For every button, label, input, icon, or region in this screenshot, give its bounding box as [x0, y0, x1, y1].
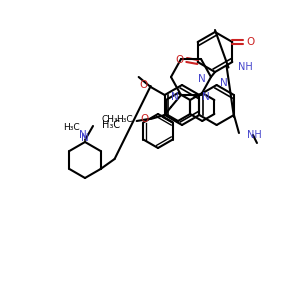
Text: NH: NH [247, 130, 262, 140]
Text: CH₃: CH₃ [101, 116, 118, 124]
Text: N: N [202, 92, 210, 102]
Text: N: N [81, 133, 89, 143]
Text: N: N [171, 92, 179, 102]
Text: NH: NH [238, 61, 253, 71]
Text: O: O [246, 37, 255, 47]
Text: H₃C: H₃C [116, 116, 133, 124]
Text: H₃C: H₃C [63, 122, 80, 131]
Text: N: N [79, 130, 87, 140]
Text: O: O [140, 114, 149, 124]
Text: N: N [198, 74, 206, 84]
Text: O: O [176, 55, 184, 65]
Text: N: N [220, 78, 227, 88]
Text: O: O [140, 80, 148, 90]
Text: H₃C: H₃C [102, 120, 120, 130]
